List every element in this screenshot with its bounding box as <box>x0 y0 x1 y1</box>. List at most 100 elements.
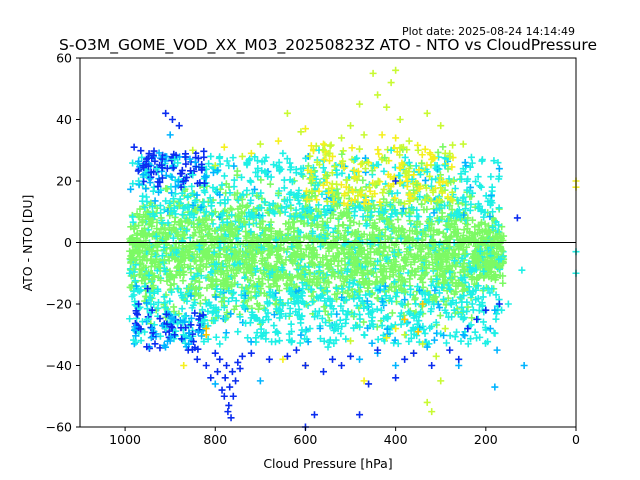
scatter-point <box>444 294 452 302</box>
scatter-point <box>452 217 460 225</box>
scatter-point <box>271 210 279 218</box>
scatter-point <box>194 345 202 353</box>
scatter-point <box>229 232 237 240</box>
scatter-point <box>149 187 157 195</box>
scatter-point <box>328 272 336 280</box>
scatter-point <box>270 311 278 319</box>
scatter-point <box>493 346 501 354</box>
scatter-point <box>229 255 237 263</box>
scatter-point <box>382 292 390 300</box>
scatter-point <box>301 211 309 219</box>
scatter-point <box>351 208 359 216</box>
scatter-point <box>477 271 485 279</box>
scatter-point <box>351 173 359 181</box>
scatter-point <box>357 191 365 199</box>
scatter-point <box>221 374 229 382</box>
scatter-point <box>337 302 345 310</box>
scatter-point <box>423 398 431 406</box>
scatter-point <box>220 294 228 302</box>
scatter-point <box>288 280 296 288</box>
scatter-point <box>288 243 296 251</box>
scatter-point <box>264 316 272 324</box>
scatter-point <box>425 291 433 299</box>
scatter-point <box>399 205 407 213</box>
scatter-point <box>397 285 405 293</box>
scatter-point <box>441 162 449 170</box>
scatter-point <box>296 253 304 261</box>
scatter-point <box>209 281 217 289</box>
scatter-point <box>146 179 154 187</box>
scatter-point <box>457 274 465 282</box>
scatter-point <box>494 159 502 167</box>
scatter-point <box>441 325 449 333</box>
scatter-point <box>290 228 298 236</box>
scatter-point <box>210 249 218 257</box>
scatter-point <box>316 269 324 277</box>
scatter-point <box>356 100 364 108</box>
scatter-point <box>324 343 332 351</box>
scatter-point <box>446 152 454 160</box>
scatter-point <box>406 310 414 318</box>
scatter-point <box>321 297 329 305</box>
scatter-point <box>139 171 147 179</box>
scatter-point <box>232 377 240 385</box>
scatter-point <box>432 352 440 360</box>
scatter-point <box>307 207 315 215</box>
scatter-point <box>498 306 506 314</box>
scatter-point <box>190 213 198 221</box>
scatter-point <box>495 204 503 212</box>
scatter-point <box>253 234 261 242</box>
scatter-point <box>187 269 195 277</box>
scatter-point <box>238 210 246 218</box>
scatter-point <box>175 122 183 130</box>
scatter-point <box>310 411 318 419</box>
scatter-point <box>162 109 170 117</box>
scatter-point <box>491 383 499 391</box>
scatter-point <box>194 328 202 336</box>
scatter-point <box>238 152 246 160</box>
scatter-point <box>161 229 169 237</box>
scatter-point <box>423 161 431 169</box>
scatter-point <box>176 218 184 226</box>
scatter-point <box>168 288 176 296</box>
scatter-point <box>310 297 318 305</box>
scatter-point <box>185 218 193 226</box>
scatter-point <box>263 298 271 306</box>
scatter-point <box>214 368 222 376</box>
scatter-point <box>209 220 217 228</box>
scatter-point <box>416 220 424 228</box>
scatter-point <box>307 248 315 256</box>
scatter-point <box>144 226 152 234</box>
scatter-point <box>180 331 188 339</box>
scatter-point <box>483 250 491 258</box>
scatter-point <box>129 180 137 188</box>
scatter-point <box>313 220 321 228</box>
scatter-point <box>329 355 337 363</box>
scatter-point <box>471 223 479 231</box>
scatter-point <box>202 331 210 339</box>
scatter-point <box>150 300 158 308</box>
scatter-point <box>338 150 346 158</box>
scatter-point <box>182 324 190 332</box>
scatter-point <box>339 221 347 229</box>
y-axis-label: ATO - NTO [DU] <box>20 195 35 292</box>
scatter-point <box>389 223 397 231</box>
scatter-point <box>284 245 292 253</box>
scatter-point <box>440 268 448 276</box>
scatter-point <box>247 238 255 246</box>
scatter-point <box>128 254 136 262</box>
scatter-point <box>253 157 261 165</box>
scatter-point <box>180 362 188 369</box>
scatter-point <box>430 336 438 344</box>
scatter-point <box>365 310 373 318</box>
scatter-point <box>131 323 139 331</box>
scatter-point <box>155 188 163 196</box>
scatter-point <box>240 287 248 295</box>
y-tick-label: −40 <box>46 358 72 373</box>
scatter-point <box>309 229 317 237</box>
scatter-point <box>366 231 374 239</box>
scatter-point <box>407 220 415 228</box>
scatter-point <box>438 209 446 217</box>
scatter-point <box>254 164 262 172</box>
scatter-point <box>464 340 472 348</box>
